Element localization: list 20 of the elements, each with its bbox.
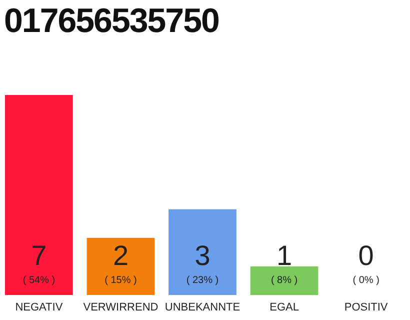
x-tick-label: NEGATIV [15, 302, 64, 314]
data-label: 0 [358, 240, 374, 271]
data-label: 2 [112, 240, 129, 271]
annotation: ( 8% ) [270, 275, 298, 286]
bar [168, 209, 236, 295]
data-label: 7 [31, 240, 47, 271]
bar [5, 95, 73, 295]
bar [86, 238, 155, 295]
x-tick-label: UNBEKANNTE [164, 302, 240, 314]
bar [250, 266, 318, 295]
annotation: ( 23% ) [186, 275, 219, 286]
x-tick-label: VERWIRREND [83, 302, 158, 314]
data-label: 1 [276, 240, 292, 271]
annotation: ( 54% ) [22, 275, 56, 286]
x-tick-label: POSITIV [344, 302, 388, 314]
chart-title: 017656535750 [4, 2, 219, 41]
x-tick-label: EGAL [270, 302, 299, 314]
annotation: ( 0% ) [352, 275, 380, 286]
data-label: 3 [194, 240, 210, 271]
annotation: ( 15% ) [104, 275, 137, 286]
